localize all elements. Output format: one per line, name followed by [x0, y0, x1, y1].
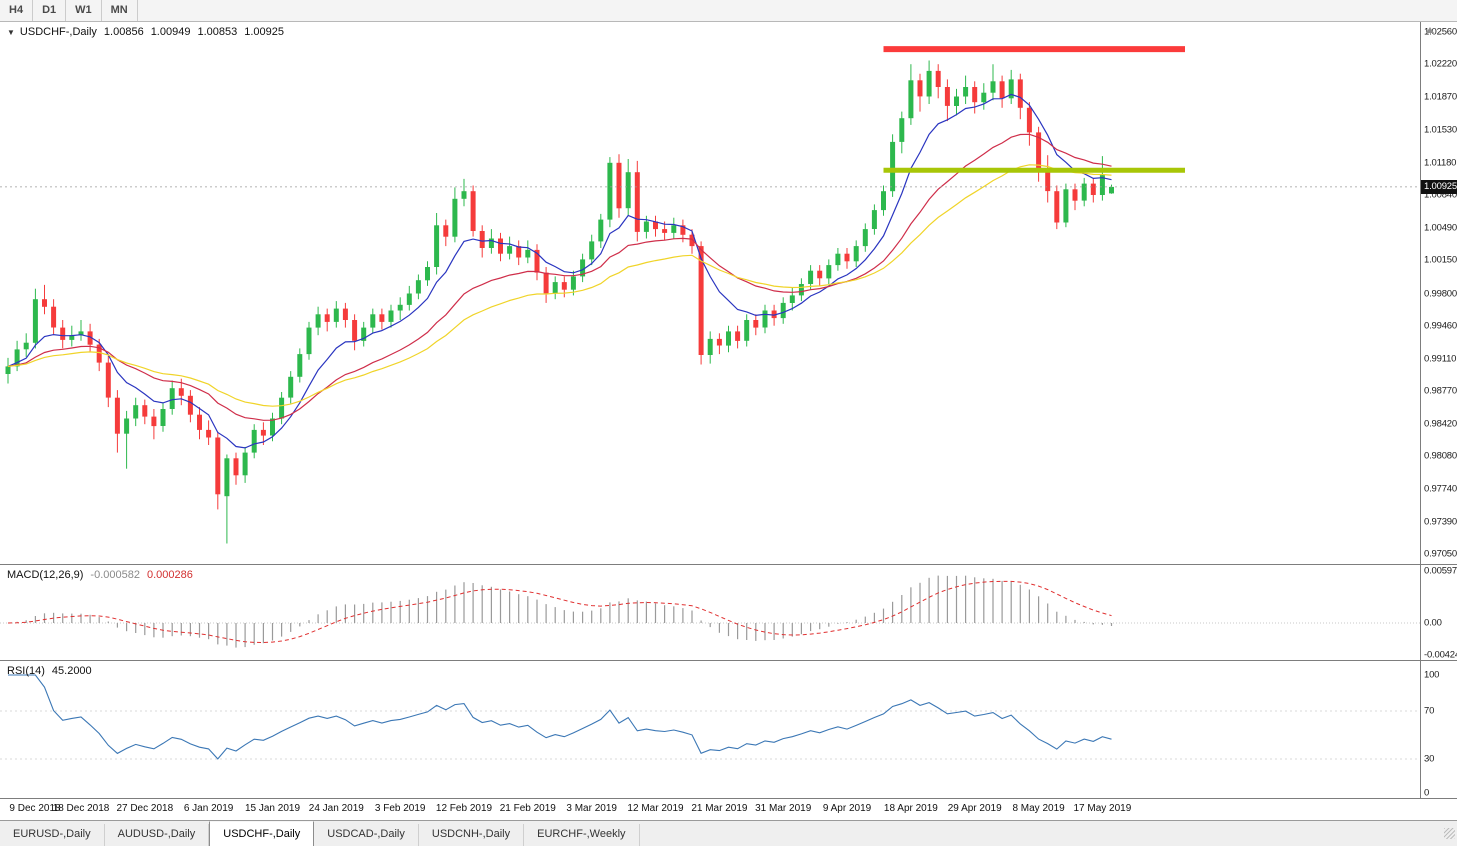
chart-shift-marker-icon[interactable]: [1426, 27, 1434, 33]
price-chart-svg: [0, 46, 1420, 544]
ohlc-close-value: 1.00925: [244, 26, 284, 38]
tab-usdchf-daily[interactable]: USDCHF-,Daily: [209, 821, 315, 846]
tab-eurusd-daily[interactable]: EURUSD-,Daily: [0, 824, 105, 846]
time-axis[interactable]: 9 Dec 2018 18 Dec 2018 27 Dec 2018 6 Jan 20…: [0, 799, 1457, 820]
macd-signal-line: [7, 580, 1112, 644]
rsi-header: RSI(14) 45.2000: [7, 665, 92, 677]
candles: [5, 60, 1114, 544]
price-tick: 0.97740: [1424, 483, 1457, 495]
tab-eurchf-weekly[interactable]: EURCHF-,Weekly: [524, 824, 640, 846]
rsi-tick: 0: [1424, 787, 1430, 799]
tab-usdcad-daily[interactable]: USDCAD-,Daily: [314, 824, 419, 846]
macd-histogram: [16, 575, 1113, 648]
symbol-period-label: USDCHF-,Daily: [19, 26, 97, 38]
time-tick: 27 Dec 2018: [116, 803, 174, 814]
price-axis[interactable]: 1.02560 1.02220 1.01870 1.01530 1.01180 1.008…: [1420, 22, 1457, 564]
time-tick: 21 Mar 2019: [691, 803, 748, 814]
price-tick: 1.01530: [1424, 124, 1457, 136]
time-tick: 8 May 2019: [1012, 803, 1065, 814]
resize-grip-icon[interactable]: [1444, 828, 1455, 839]
macd-header: MACD(12,26,9) -0.000582 0.000286: [7, 569, 193, 581]
macd-indicator-pane[interactable]: MACD(12,26,9) -0.000582 0.000286: [0, 565, 1420, 661]
price-tick: 0.97390: [1424, 516, 1457, 528]
macd-tick: -0.00424: [1424, 649, 1457, 661]
macd-axis[interactable]: 0.00597 0.00 -0.00424: [1420, 565, 1457, 661]
price-tick: 1.00840: [1424, 189, 1457, 201]
price-tick: 1.01870: [1424, 91, 1457, 103]
rsi-indicator-pane[interactable]: RSI(14) 45.2000: [0, 661, 1420, 799]
collapse-triangle-icon[interactable]: ▼: [7, 27, 15, 37]
macd-label: MACD(12,26,9): [7, 569, 84, 581]
price-tick: 1.00490: [1424, 222, 1457, 234]
macd-svg: [0, 575, 1420, 648]
tab-audusd-daily[interactable]: AUDUSD-,Daily: [105, 824, 210, 846]
time-tick: 18 Apr 2019: [883, 803, 938, 814]
rsi-line: [8, 674, 1112, 760]
price-tick: 1.02220: [1424, 58, 1457, 70]
current-price-tag: 1.00925: [1421, 179, 1457, 194]
ma-slow-line: [7, 164, 1112, 407]
ohlc-high-value: 1.00949: [150, 26, 191, 38]
ohlc-low-value: 1.00853: [197, 26, 238, 38]
rsi-tick: 30: [1424, 753, 1435, 765]
tab-usdcnh-daily[interactable]: USDCNH-,Daily: [419, 824, 525, 846]
price-tick: 0.98080: [1424, 450, 1457, 462]
time-tick: 29 Apr 2019: [947, 803, 1002, 814]
ma-fast-line: [7, 93, 1112, 449]
price-tick: 0.98420: [1424, 418, 1457, 430]
rsi-svg: [0, 674, 1420, 760]
timeframe-button-mn[interactable]: MN: [102, 0, 138, 21]
time-tick: 31 Mar 2019: [755, 803, 812, 814]
time-tick: 6 Jan 2019: [183, 803, 234, 814]
rsi-label: RSI(14): [7, 665, 45, 677]
ohlc-open-value: 1.00856: [103, 26, 144, 38]
macd-signal-value: 0.000286: [146, 569, 193, 581]
price-chart-pane[interactable]: ▼ USDCHF-,Daily 1.00856 1.00949 1.00853 …: [0, 22, 1420, 564]
macd-tick: 0.00597: [1424, 565, 1457, 577]
time-tick: 9 Apr 2019: [822, 803, 872, 814]
price-tick: 1.01180: [1424, 157, 1457, 169]
price-tick: 1.02560: [1424, 26, 1457, 38]
time-tick: 12 Feb 2019: [435, 803, 493, 814]
time-tick: 9 Dec 2018: [9, 803, 61, 814]
rsi-axis[interactable]: 100 70 30 0: [1420, 661, 1457, 799]
pane-separator[interactable]: [0, 564, 1457, 565]
pane-separator[interactable]: [0, 660, 1457, 661]
time-tick: 3 Mar 2019: [566, 803, 617, 814]
timeframe-button-d1[interactable]: D1: [33, 0, 67, 21]
time-tick: 3 Feb 2019: [374, 803, 426, 814]
time-tick: 12 Mar 2019: [627, 803, 684, 814]
timeframe-toolbar: H4 D1 W1 MN: [0, 0, 1457, 22]
macd-tick: 0.00: [1424, 617, 1442, 629]
price-tick: 0.99460: [1424, 320, 1457, 332]
chart-tabs-bar: EURUSD-,Daily AUDUSD-,Daily USDCHF-,Daily U…: [0, 820, 1457, 846]
timeframe-button-w1[interactable]: W1: [66, 0, 102, 21]
rsi-value: 45.2000: [51, 665, 92, 677]
time-tick: 17 May 2019: [1073, 803, 1132, 814]
chart-header: ▼ USDCHF-,Daily 1.00856 1.00949 1.00853 …: [7, 26, 284, 38]
rsi-tick: 100: [1424, 669, 1440, 681]
time-tick: 24 Jan 2019: [308, 803, 364, 814]
time-tick: 18 Dec 2018: [52, 803, 110, 814]
price-tick: 1.00150: [1424, 254, 1457, 266]
ma-medium-line: [7, 133, 1112, 421]
rsi-tick: 70: [1424, 705, 1435, 717]
time-tick: 21 Feb 2019: [499, 803, 556, 814]
pane-separator: [0, 798, 1457, 799]
price-tick: 0.98770: [1424, 385, 1457, 397]
time-tick: 15 Jan 2019: [244, 803, 301, 814]
timeframe-button-h4[interactable]: H4: [0, 0, 34, 21]
price-tick: 0.97050: [1424, 548, 1457, 560]
price-tick: 0.99800: [1424, 288, 1457, 299]
price-tick: 0.99110: [1424, 353, 1457, 365]
macd-main-value: -0.000582: [90, 569, 140, 581]
